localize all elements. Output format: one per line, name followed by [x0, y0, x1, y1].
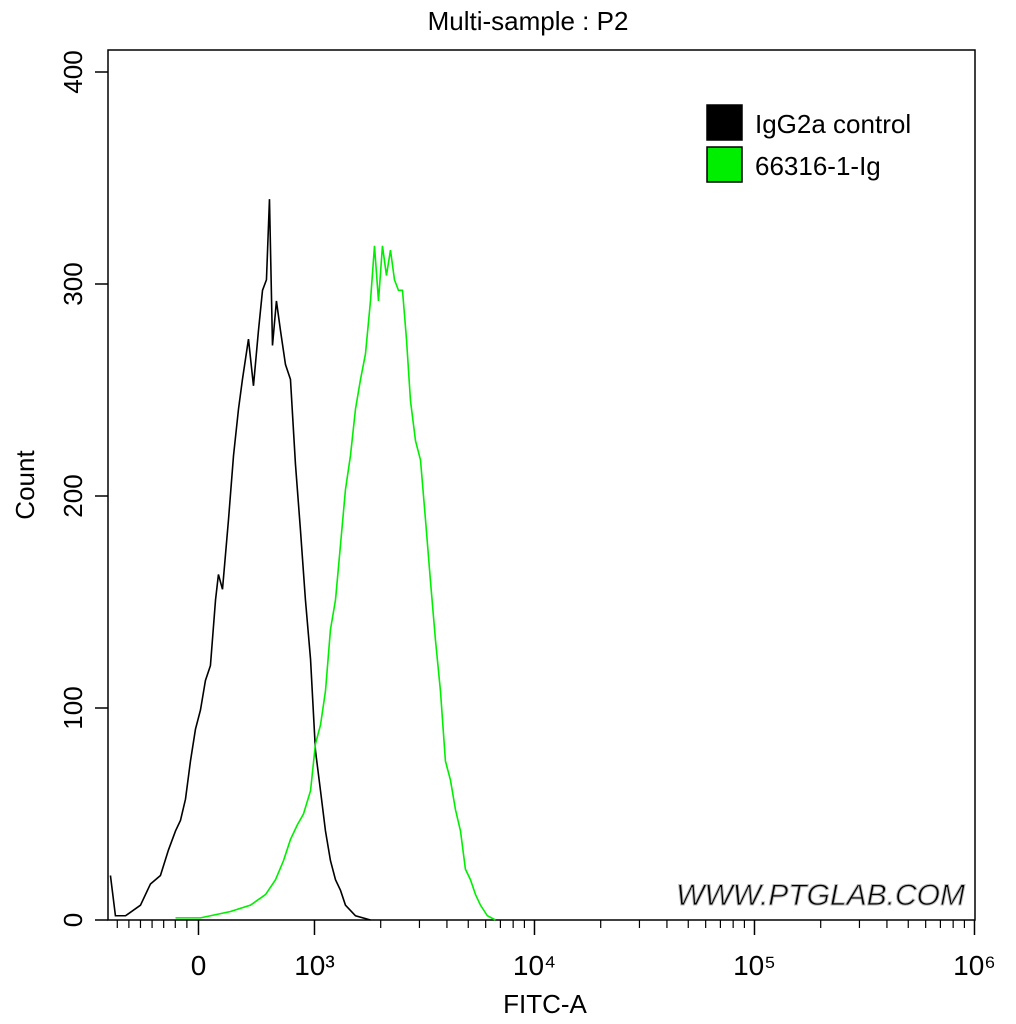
legend-label: 66316-1-Ig — [755, 151, 881, 181]
histogram-line — [109, 199, 371, 921]
y-tick-label: 300 — [58, 262, 88, 305]
legend-swatch — [706, 146, 743, 183]
plot-frame — [107, 49, 976, 921]
chart-title: Multi-sample : P2 — [428, 6, 629, 36]
y-tick-label: 400 — [58, 50, 88, 93]
legend-label: IgG2a control — [755, 109, 911, 139]
y-tick-label: 200 — [58, 474, 88, 517]
y-tick-label: 0 — [58, 913, 88, 927]
x-axis-label: FITC-A — [503, 989, 587, 1019]
x-tick-label: 10⁶ — [953, 950, 996, 981]
x-tick-label: 0 — [191, 950, 207, 981]
histogram-line — [175, 245, 496, 921]
y-tick-label: 100 — [58, 686, 88, 729]
x-tick-label: 10³ — [294, 950, 334, 981]
x-tick-label: 10⁴ — [513, 950, 556, 981]
y-axis-label: Count — [10, 450, 40, 520]
legend-swatch — [706, 104, 743, 141]
x-tick-label: 10⁵ — [733, 950, 776, 981]
watermark: WWW.PTGLAB.COM — [676, 879, 965, 912]
